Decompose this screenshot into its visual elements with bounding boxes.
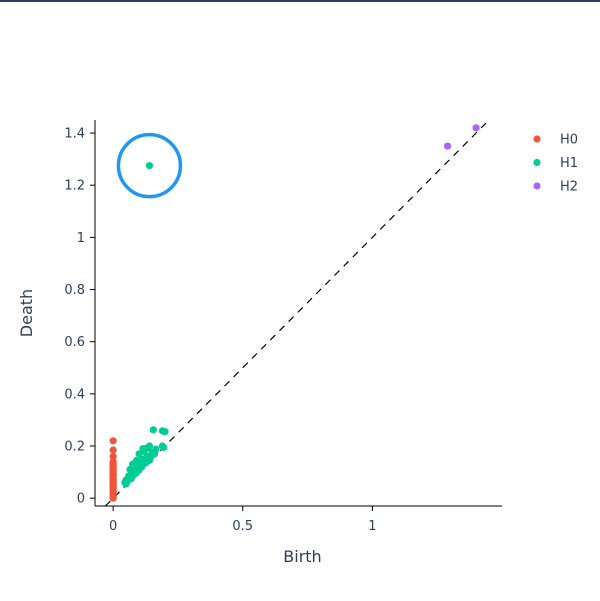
point-h2 [472,124,480,132]
x-tick-label: 1 [368,519,376,534]
points-layer [109,124,480,502]
y-tick-label: 0 [77,492,85,507]
x-tick-label: 0 [109,519,117,534]
legend: H0 H1 H2 [533,133,578,195]
y-tick-label: 0.8 [64,283,85,298]
highlight-circle [116,132,183,199]
y-tick-label: 1.4 [64,127,85,142]
y-axis-title: Death [17,289,36,337]
x-tick-label: 0.5 [232,519,253,534]
point-h1 [145,162,154,170]
legend-marker-h1 [533,158,541,167]
legend-label-h2: H2 [560,180,578,195]
x-axis-title: Birth [283,547,321,566]
axes-layer: 0 0.5 1 0 0.2 0.4 0.6 0.8 1 1.2 1.4 [64,120,502,534]
y-tick-label: 0.6 [64,335,85,350]
legend-marker-h2 [533,182,541,190]
point-h1 [149,426,157,434]
point-h1 [161,428,169,436]
top-border [0,0,600,2]
y-tick-label: 0.2 [64,440,85,455]
point-h2 [443,142,452,150]
y-tick-label: 1 [77,231,85,246]
legend-marker-h0 [533,135,541,143]
legend-label-h0: H0 [560,133,578,148]
y-tick-label: 1.2 [64,179,85,194]
point-h0 [109,452,117,461]
point-h1 [121,478,129,487]
legend-label-h1: H1 [560,156,578,171]
point-h0 [109,446,117,454]
point-h1 [160,443,168,451]
y-tick-label: 0.4 [64,387,85,402]
point-h0 [109,437,117,445]
point-h0 [109,458,117,466]
